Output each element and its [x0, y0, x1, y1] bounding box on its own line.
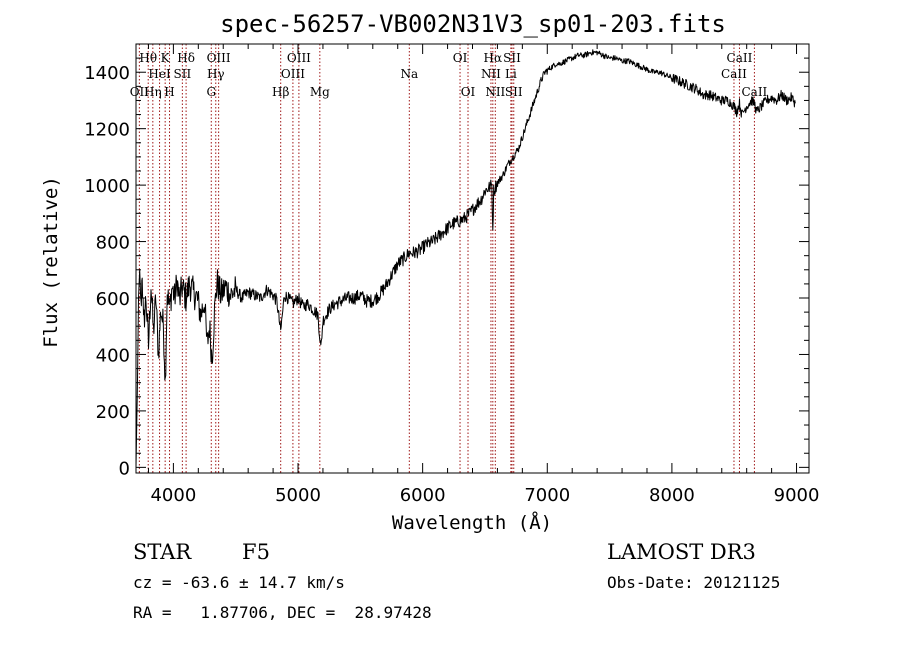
- plot-frame: [135, 43, 810, 474]
- x-tick-label: 8000: [649, 485, 695, 506]
- y-tick-label: 0: [119, 458, 130, 479]
- line-marker-label: Na: [400, 67, 418, 81]
- survey-name: LAMOST DR3: [607, 540, 756, 564]
- y-tick-label: 1000: [84, 176, 130, 197]
- x-tick-label: 6000: [400, 485, 446, 506]
- line-marker-label: SII: [503, 51, 521, 65]
- line-marker-label: Hδ: [177, 51, 195, 65]
- spectral-line-markers: [138, 44, 755, 473]
- line-marker-label: Hθ: [139, 51, 157, 65]
- chart-title: spec-56257-VB002N31V3_sp01-203.fits: [220, 10, 726, 38]
- line-marker-label: OIII: [207, 51, 231, 65]
- x-tick-label: 7000: [524, 485, 570, 506]
- redshift-readout: cz = -63.6 ± 14.7 km/s: [133, 573, 345, 592]
- y-tick-label: 400: [96, 345, 130, 366]
- line-marker-label: Hβ: [272, 85, 289, 99]
- x-axis-ticks: 4000 5000 6000 7000 8000 9000: [147, 44, 820, 506]
- y-axis-label: Flux (relative): [40, 176, 62, 348]
- x-tick-label: 5000: [275, 485, 321, 506]
- line-marker-label: CaII: [741, 85, 767, 99]
- y-tick-label: 600: [96, 289, 130, 310]
- line-marker-label: G: [206, 85, 216, 99]
- y-tick-label: 200: [96, 402, 130, 423]
- line-marker-label: K: [161, 51, 171, 65]
- coordinates-readout: RA = 1.87706, DEC = 28.97428: [133, 603, 432, 622]
- object-subclass: F5: [242, 540, 270, 564]
- line-marker-label: Li: [505, 67, 517, 81]
- line-marker-label: H: [164, 85, 174, 99]
- line-marker-label: OI: [461, 85, 476, 99]
- y-tick-label: 800: [96, 233, 130, 254]
- y-tick-label: 1200: [84, 120, 130, 141]
- line-marker-label: SII: [505, 85, 523, 99]
- line-marker-label: Hα: [484, 51, 503, 65]
- x-tick-label: 4000: [150, 485, 196, 506]
- line-marker-label: SII: [174, 67, 192, 81]
- line-marker-label: OIII: [287, 51, 311, 65]
- line-marker-label: OII: [130, 85, 150, 99]
- x-tick-label: 9000: [774, 485, 820, 506]
- x-axis-label: Wavelength (Å): [392, 511, 552, 534]
- line-marker-label: OIII: [281, 67, 305, 81]
- line-marker-label: OI: [453, 51, 468, 65]
- y-axis-ticks: 0 200 400 600 800 1000 1200 1400: [84, 57, 809, 479]
- line-marker-label: Hγ: [207, 67, 225, 81]
- line-marker-label: Mg: [310, 85, 330, 99]
- object-class: STAR: [133, 540, 192, 564]
- line-marker-label: CaII: [727, 51, 753, 65]
- spectrum-series: [135, 49, 796, 468]
- observation-date: Obs-Date: 20121125: [607, 573, 781, 592]
- line-marker-label: NII: [485, 85, 505, 99]
- line-marker-label: Hη: [144, 85, 162, 99]
- line-marker-label: NII: [481, 67, 501, 81]
- series-layer: [135, 49, 796, 468]
- line-marker-label: HeI: [148, 67, 171, 81]
- line-marker-label: CaII: [721, 67, 747, 81]
- y-tick-label: 1400: [84, 63, 130, 84]
